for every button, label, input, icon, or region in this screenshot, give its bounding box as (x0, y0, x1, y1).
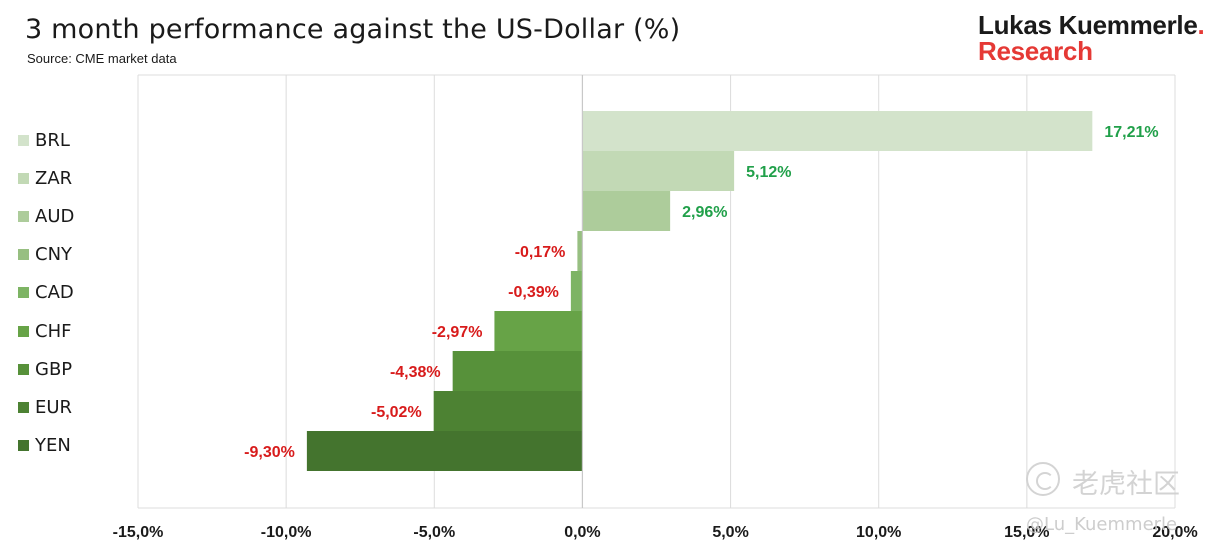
legend-label: AUD (35, 205, 75, 227)
legend-swatch (18, 172, 29, 184)
data-label-chf: -2,97% (432, 324, 483, 341)
legend-item-gbp: GBP (18, 350, 74, 388)
data-label-aud: 2,96% (682, 204, 727, 221)
legend-item-cny: CNY (18, 236, 74, 274)
x-tick-label: -15,0% (113, 524, 164, 541)
legend-swatch (18, 210, 29, 222)
legend-item-zar: ZAR (18, 159, 74, 197)
x-tick-label: -10,0% (261, 524, 312, 541)
data-label-gbp: -4,38% (390, 364, 441, 381)
legend-item-eur: EUR (18, 388, 74, 426)
x-tick-label: 5,0% (712, 524, 748, 541)
legend-label: GBP (35, 358, 73, 380)
legend-swatch (18, 287, 29, 299)
bar-aud (582, 191, 671, 231)
x-tick-label: 10,0% (856, 524, 901, 541)
x-tick-label: 0,0% (564, 524, 600, 541)
brand-subtitle: Research (978, 36, 1093, 66)
chart-subtitle: Source: CME market data (27, 51, 177, 66)
brand-name: Lukas Kuemmerle (978, 10, 1198, 40)
watermark-handle: @Lu_Kuemmerle (1026, 514, 1178, 535)
brand-dot: . (1197, 10, 1205, 40)
legend-item-aud: AUD (18, 197, 74, 235)
x-tick-label: 15,0% (1004, 524, 1049, 541)
bar-gbp (452, 351, 583, 391)
legend-item-chf: CHF (18, 312, 74, 350)
bar-chf (494, 311, 583, 351)
brand-logo: Lukas Kuemmerle. Research (978, 10, 1205, 66)
legend-label: CAD (35, 282, 74, 304)
data-label-cny: -0,17% (515, 244, 566, 261)
bar-brl (582, 111, 1093, 151)
legend-swatch (18, 134, 29, 146)
data-label-yen: -9,30% (244, 444, 295, 461)
data-label-zar: 5,12% (746, 164, 791, 181)
legend-label: BRL (35, 129, 70, 151)
legend-label: CHF (35, 320, 72, 342)
legend-label: CNY (35, 244, 73, 266)
legend-label: EUR (35, 396, 73, 418)
data-label-brl: 17,21% (1104, 124, 1158, 141)
legend-item-cad: CAD (18, 274, 74, 312)
watermark-site: 老虎社区 (1072, 469, 1180, 500)
data-label-eur: -5,02% (371, 404, 422, 421)
bar-cad (570, 271, 583, 311)
chart-legend: BRL ZAR AUD CNY CAD CHF GBP EUR YEN (18, 121, 74, 465)
watermark-logo-icon (1026, 462, 1060, 496)
legend-swatch (18, 363, 29, 375)
legend-swatch (18, 325, 29, 337)
x-tick-label: -5,0% (413, 524, 455, 541)
bar-zar (582, 151, 735, 191)
legend-swatch (18, 401, 29, 413)
x-tick-label: 20,0% (1152, 524, 1197, 541)
legend-swatch (18, 249, 29, 261)
legend-item-yen: YEN (18, 427, 74, 465)
legend-label: YEN (35, 435, 71, 457)
bar-eur (433, 391, 583, 431)
chart-title: 3 month performance against the US-Dolla… (25, 14, 681, 45)
bar-cny (577, 231, 583, 271)
data-label-cad: -0,39% (508, 284, 559, 301)
legend-label: ZAR (35, 167, 73, 189)
bar-yen (306, 431, 583, 471)
legend-swatch (18, 440, 29, 452)
legend-item-brl: BRL (18, 121, 74, 159)
